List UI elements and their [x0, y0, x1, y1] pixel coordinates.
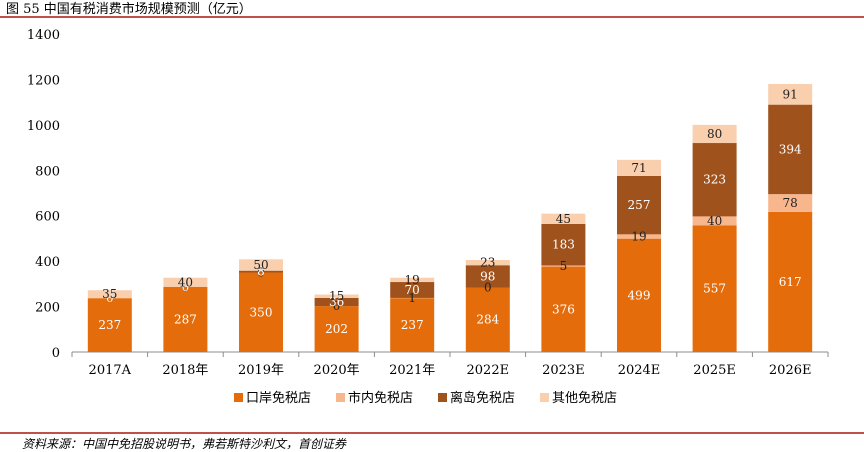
data-label: 287 — [174, 312, 197, 326]
x-tick-label: 2023E — [542, 363, 585, 378]
x-tick-label: 2020年 — [314, 363, 360, 378]
title-bar: 图 55 中国有税消费市场规模预测（亿元） — [0, 0, 864, 16]
stacked-bar-chart: 0 200 400 600 800 1000 1200 1400 2017A 2018年 2019… — [0, 18, 864, 430]
source-note: 资料来源：中国中免招股说明书，弗若斯特沙利文，首创证券 — [22, 435, 346, 452]
data-label: 45 — [556, 212, 571, 226]
data-label: 237 — [401, 318, 424, 332]
data-label: 78 — [783, 196, 798, 210]
y-tick-label: 400 — [35, 255, 60, 270]
legend-label: 离岛免税店 — [450, 390, 515, 406]
y-axis: 0 200 400 600 800 1000 1200 1400 — [27, 28, 60, 361]
bottom-rule — [0, 432, 864, 434]
x-tick-label: 2026E — [769, 363, 812, 378]
figure-title: 图 55 中国有税消费市场规模预测（亿元） — [6, 0, 252, 17]
legend-swatch — [438, 393, 447, 402]
data-label: 19 — [631, 229, 646, 243]
x-tick-label: 2018年 — [162, 363, 208, 378]
x-tick-label: 2021年 — [389, 363, 435, 378]
x-tick-label: 2024E — [618, 363, 661, 378]
data-label: 376 — [552, 302, 575, 316]
data-label: 350 — [250, 305, 273, 319]
data-label: 98 — [480, 269, 495, 283]
y-tick-label: 600 — [35, 210, 60, 225]
data-label: 5 — [560, 259, 568, 273]
y-tick-label: 0 — [52, 346, 60, 361]
data-label: 50 — [253, 258, 268, 272]
data-label: 23 — [480, 256, 495, 270]
data-label: 19 — [405, 273, 420, 287]
data-label: 15 — [329, 289, 344, 303]
data-label: 202 — [325, 322, 348, 336]
legend-label: 市内免税店 — [348, 390, 413, 406]
data-label: 284 — [476, 313, 499, 327]
y-tick-label: 1200 — [27, 73, 60, 88]
data-label: 40 — [707, 214, 722, 228]
data-label: 183 — [552, 238, 575, 252]
data-label: 237 — [98, 318, 121, 332]
x-axis: 2017A 2018年 2019年 2020年 2021年 2022E 2023E 2024E… — [72, 352, 828, 378]
y-tick-label: 1400 — [27, 28, 60, 43]
data-label: 40 — [178, 275, 193, 289]
y-tick-label: 1000 — [27, 119, 60, 134]
legend: 口岸免税店 市内免税店 离岛免税店 其他免税店 — [234, 390, 617, 406]
x-tick-label: 2017A — [89, 363, 132, 378]
legend-swatch — [336, 393, 345, 402]
data-label: 80 — [707, 127, 722, 141]
legend-swatch — [234, 393, 243, 402]
data-label: 71 — [631, 161, 646, 175]
data-label: 323 — [703, 173, 726, 187]
y-tick-label: 800 — [35, 164, 60, 179]
legend-label: 口岸免税店 — [246, 391, 311, 406]
data-label: 257 — [628, 198, 651, 212]
legend-swatch — [540, 393, 549, 402]
x-tick-label: 2022E — [467, 363, 510, 378]
data-label: 394 — [779, 142, 802, 156]
y-tick-label: 200 — [35, 301, 60, 316]
x-tick-label: 2019年 — [238, 363, 284, 378]
data-label: 91 — [783, 87, 798, 101]
data-label: 499 — [628, 288, 651, 302]
data-label: 557 — [703, 282, 726, 296]
x-tick-label: 2025E — [693, 363, 736, 378]
data-label: 617 — [779, 275, 802, 289]
legend-label: 其他免税店 — [552, 391, 617, 406]
data-label: 35 — [102, 287, 117, 301]
